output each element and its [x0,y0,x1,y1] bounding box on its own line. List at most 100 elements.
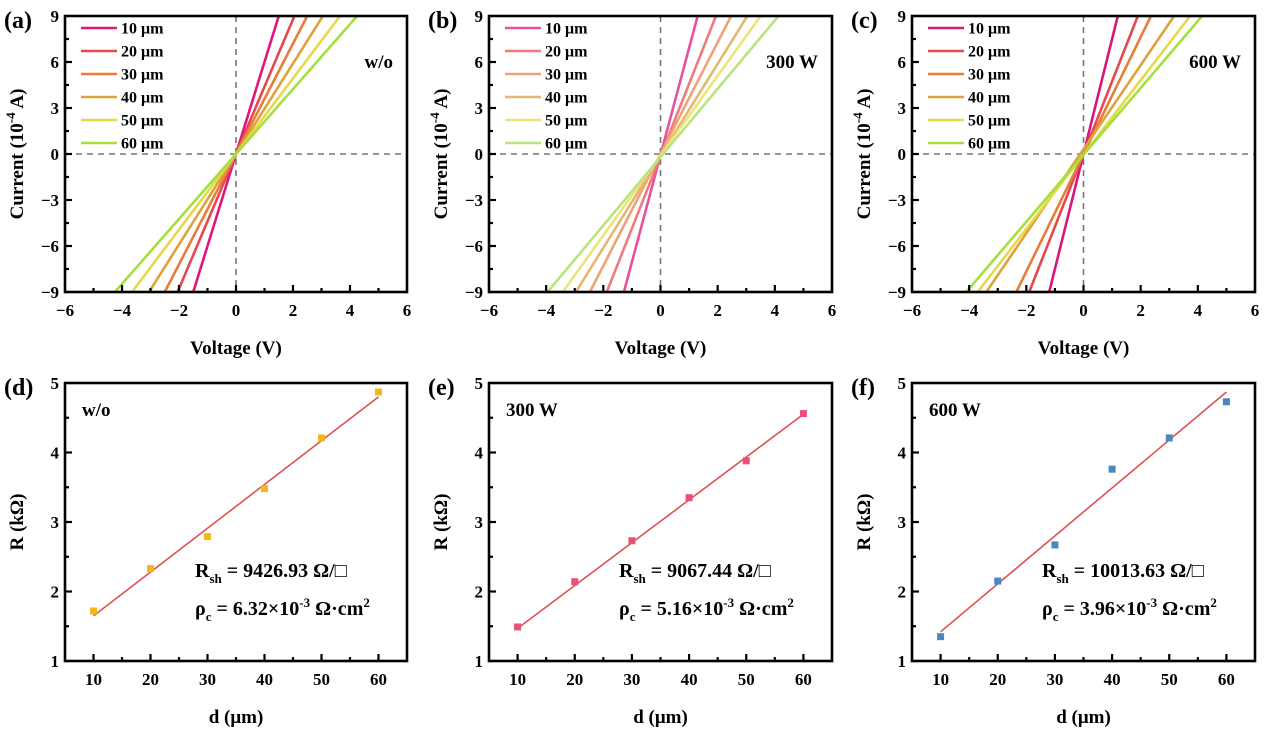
condition-label: w/o [82,400,111,421]
panel-label: (c) [851,8,878,34]
x-tick-label: 30 [623,670,640,689]
sheet-resistance-label: Rsh = 10013.63 Ω/□ [1042,560,1204,586]
x-tick-label: 60 [370,670,387,689]
x-tick-label: −4 [960,301,979,320]
y-tick-label: 2 [898,583,907,602]
legend-label: 50 μm [121,113,164,130]
plot-area [937,391,1230,641]
x-tick-label: 30 [199,670,216,689]
contact-resistivity-label: ρc = 5.16×10-3 Ω·cm2 [619,595,794,624]
x-tick-label: 10 [85,670,102,689]
y-tick-label: −9 [465,283,483,302]
x-tick-label: 50 [738,670,755,689]
x-axis-title: Voltage (V) [1038,338,1130,359]
y-tick-label: 9 [51,7,60,26]
data-point [937,633,945,641]
legend-label: 20 μm [968,44,1011,61]
panel-label: (f) [851,375,875,401]
condition-label: 300 W [506,400,558,421]
y-axis-title: R (kΩ) [7,494,28,551]
data-point [375,388,382,396]
data-point [1165,434,1173,442]
condition-label: w/o [365,52,394,73]
data-point [685,494,693,502]
legend-label: 50 μm [968,113,1011,130]
panel-b: 10 μm 20 μm 30 μm 40 μm 50 μm 60 μm 300 W −6 −4 −… [427,7,836,359]
y-tick-label: −6 [888,237,906,256]
plot-area [514,410,807,631]
y-tick-label: 0 [898,145,907,164]
sheet-resistance-label: Rsh = 9067.44 Ω/□ [619,560,771,586]
x-tick-label: −2 [594,301,612,320]
fit-line [93,396,379,617]
y-tick-label: 4 [898,444,907,463]
x-tick-label: 6 [403,301,412,320]
fit-line [517,413,804,629]
y-tick-label: 4 [51,444,60,463]
y-tick-label: 6 [51,53,60,72]
data-point [571,578,579,586]
panel-f: 600 W Rsh = 10013.63 Ω/□ ρc = 3.96×10-3 Ω·… [851,374,1257,728]
x-axis-title: Voltage (V) [190,338,282,359]
x-tick-label: 0 [656,301,665,320]
data-point [514,623,522,631]
contact-resistivity-label: ρc = 6.32×10-3 Ω·cm2 [195,595,370,624]
series-line-60um [965,16,1204,292]
x-tick-label: 0 [1079,301,1088,320]
data-point [1051,541,1059,549]
x-tick-label: 50 [1161,670,1178,689]
y-tick-label: 1 [898,652,907,671]
x-axis-title: d (μm) [633,707,688,728]
y-axis-title: Current (10-4 A) [850,89,875,220]
data-point [261,485,268,493]
x-tick-label: 20 [989,670,1006,689]
legend: 10 μm 20 μm 30 μm 40 μm 50 μm 60 μm [928,21,1011,153]
y-tick-label: 3 [475,99,484,118]
y-tick-label: 5 [898,374,907,393]
x-tick-label: 4 [771,301,780,320]
y-tick-label: 2 [51,583,60,602]
y-axis-title: R (kΩ) [431,494,452,551]
legend-label: 60 μm [968,136,1011,153]
y-tick-label: 0 [51,145,60,164]
plot-area [90,388,382,617]
x-tick-label: −2 [170,301,188,320]
x-tick-label: 50 [313,670,330,689]
legend-label: 40 μm [121,90,164,107]
y-tick-label: 9 [475,7,484,26]
x-tick-label: 40 [256,670,273,689]
y-tick-label: 6 [475,53,484,72]
legend-label: 30 μm [121,67,164,84]
x-tick-label: −6 [903,301,921,320]
x-tick-label: 60 [1218,670,1235,689]
x-tick-label: −6 [480,301,498,320]
x-tick-label: 2 [1136,301,1145,320]
plot-area [546,16,780,292]
legend-label: 60 μm [545,136,588,153]
y-axis-title: Current (10-4 A) [427,89,452,220]
y-axis-title: Current (10-4 A) [3,89,28,220]
condition-label: 600 W [1189,52,1241,73]
y-tick-label: −9 [41,283,59,302]
y-tick-label: −3 [465,191,483,210]
plot-area [113,16,359,292]
y-tick-label: 9 [898,7,907,26]
y-tick-label: 2 [475,583,484,602]
legend-label: 10 μm [121,21,164,38]
legend-label: 50 μm [545,113,588,130]
data-point [147,565,154,573]
data-point [204,533,211,541]
x-tick-label: 60 [795,670,812,689]
y-tick-label: −6 [465,237,483,256]
x-tick-label: 40 [1104,670,1121,689]
x-tick-label: 0 [232,301,241,320]
y-tick-label: −3 [888,191,906,210]
sheet-resistance-label: Rsh = 9426.93 Ω/□ [195,560,347,586]
legend: 10 μm 20 μm 30 μm 40 μm 50 μm 60 μm [505,21,588,153]
x-tick-label: −6 [56,301,74,320]
x-tick-label: −2 [1017,301,1035,320]
x-tick-label: 2 [289,301,298,320]
legend-label: 10 μm [968,21,1011,38]
legend-label: 30 μm [968,67,1011,84]
y-axis-title: R (kΩ) [854,494,875,551]
